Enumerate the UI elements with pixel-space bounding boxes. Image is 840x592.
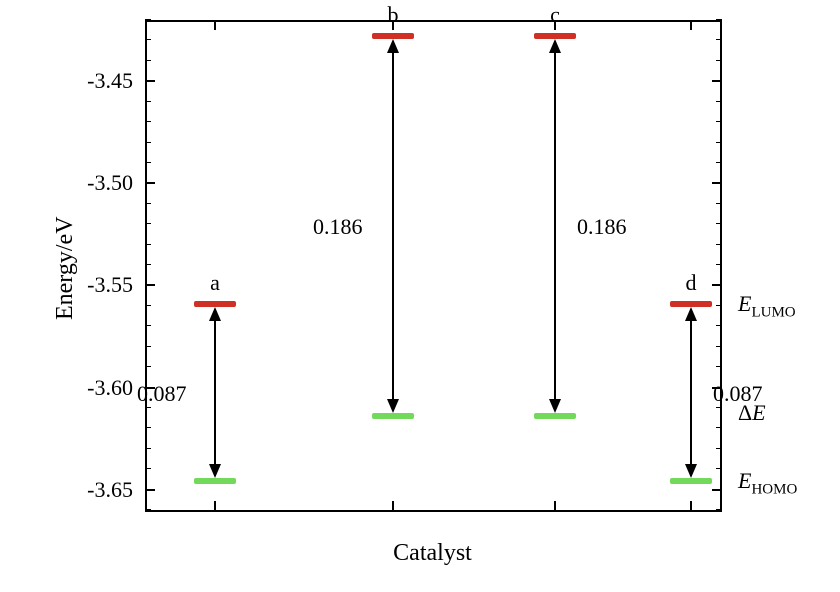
arrow-up-icon [387, 39, 399, 53]
arrow-up-icon [685, 307, 697, 321]
y-axis-title: Energy/eV [52, 216, 79, 320]
delta-arrow [392, 41, 394, 411]
category-label: a [195, 270, 235, 296]
y-tick-label: -3.50 [0, 170, 133, 196]
arrow-down-icon [387, 399, 399, 413]
delta-e-label: 0.186 [313, 214, 363, 240]
legend-lumo: ELUMO [738, 291, 796, 321]
arrow-up-icon [209, 307, 221, 321]
delta-arrow [690, 309, 692, 477]
y-tick-label: -3.45 [0, 68, 133, 94]
y-tick-label: -3.60 [0, 375, 133, 401]
arrow-down-icon [209, 464, 221, 478]
delta-arrow [214, 309, 216, 477]
delta-arrow [554, 41, 556, 411]
homo-level [372, 413, 414, 419]
legend-delta-e: ΔE [738, 400, 766, 426]
y-tick-label: -3.65 [0, 477, 133, 503]
x-axis-title: Catalyst [145, 540, 720, 567]
legend-homo: EHOMO [738, 468, 797, 498]
arrow-down-icon [549, 399, 561, 413]
delta-e-label: 0.186 [577, 214, 627, 240]
energy-level-chart: -3.45-3.50-3.55-3.60-3.65Energy/eVCataly… [0, 0, 840, 592]
arrow-up-icon [549, 39, 561, 53]
arrow-down-icon [685, 464, 697, 478]
homo-level [194, 478, 236, 484]
homo-level [670, 478, 712, 484]
homo-level [534, 413, 576, 419]
delta-e-label: 0.087 [137, 381, 187, 407]
category-label: d [671, 270, 711, 296]
